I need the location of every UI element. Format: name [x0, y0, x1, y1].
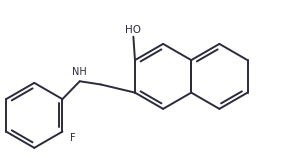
Text: HO: HO: [125, 25, 141, 35]
Text: F: F: [70, 133, 76, 143]
Text: NH: NH: [72, 67, 87, 77]
